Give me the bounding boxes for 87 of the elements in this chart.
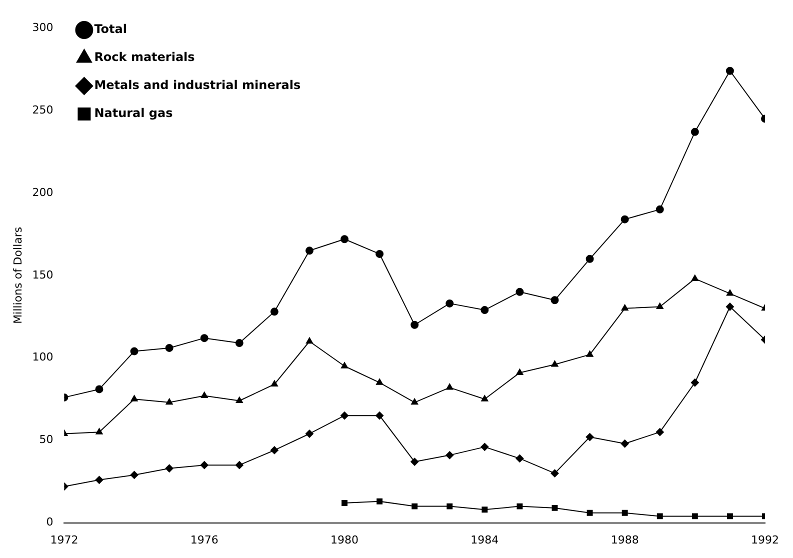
point bbox=[376, 412, 384, 420]
x-tick-label: 1992 bbox=[751, 533, 779, 546]
x-tick-label: 1988 bbox=[610, 533, 639, 546]
point bbox=[342, 500, 348, 506]
point bbox=[376, 250, 384, 258]
point bbox=[95, 476, 104, 484]
point bbox=[586, 510, 593, 516]
point bbox=[586, 433, 594, 442]
point bbox=[622, 510, 628, 516]
point bbox=[726, 290, 734, 296]
point bbox=[691, 274, 698, 281]
point bbox=[236, 396, 243, 403]
point bbox=[410, 458, 419, 466]
point bbox=[446, 384, 454, 390]
x-tick-label: 1984 bbox=[470, 533, 499, 546]
x-tick-label: 1980 bbox=[330, 533, 359, 546]
point bbox=[446, 503, 453, 510]
legend-label: Natural gas bbox=[94, 106, 173, 120]
point bbox=[95, 385, 104, 394]
point bbox=[376, 498, 383, 504]
x-tick-label: 1976 bbox=[190, 533, 218, 546]
point bbox=[586, 254, 594, 263]
point bbox=[200, 461, 208, 470]
point bbox=[410, 320, 419, 329]
y-tick-label: 150 bbox=[32, 268, 54, 282]
y-tick-label: 50 bbox=[39, 433, 54, 446]
y-axis-title: Millions of Dollars bbox=[11, 226, 24, 324]
point bbox=[482, 506, 488, 513]
point bbox=[270, 446, 278, 454]
point bbox=[656, 428, 664, 436]
point bbox=[305, 430, 314, 438]
point bbox=[200, 334, 208, 342]
point bbox=[516, 368, 524, 375]
point bbox=[235, 339, 244, 348]
point bbox=[656, 513, 663, 520]
point bbox=[235, 461, 244, 470]
point bbox=[270, 380, 278, 387]
point bbox=[340, 235, 349, 244]
legend-label: Total bbox=[94, 22, 127, 36]
point bbox=[516, 503, 523, 510]
point bbox=[130, 395, 138, 402]
point bbox=[376, 378, 384, 385]
point bbox=[550, 469, 559, 478]
point bbox=[690, 128, 699, 136]
point bbox=[620, 215, 629, 224]
point bbox=[692, 513, 698, 520]
point bbox=[726, 513, 733, 520]
point bbox=[480, 306, 489, 314]
point bbox=[550, 296, 559, 304]
legend-label: Rock materials bbox=[94, 50, 195, 64]
point bbox=[481, 395, 488, 402]
point bbox=[480, 442, 489, 451]
point bbox=[412, 503, 418, 510]
point bbox=[340, 412, 349, 420]
point bbox=[656, 302, 664, 309]
point bbox=[552, 504, 558, 511]
point bbox=[446, 299, 454, 308]
point bbox=[656, 205, 664, 214]
point bbox=[130, 347, 138, 356]
point bbox=[586, 350, 594, 357]
point bbox=[551, 360, 558, 367]
x-tick-label: 1972 bbox=[50, 533, 78, 546]
point bbox=[726, 66, 734, 75]
point bbox=[270, 308, 278, 316]
point bbox=[516, 288, 524, 296]
point bbox=[165, 344, 174, 352]
point bbox=[411, 398, 418, 405]
point bbox=[165, 464, 174, 472]
y-tick-label: 200 bbox=[32, 186, 54, 199]
point bbox=[340, 362, 348, 368]
y-tick-label: 100 bbox=[32, 350, 54, 364]
point bbox=[690, 378, 699, 387]
point bbox=[726, 302, 734, 311]
y-tick-label: 300 bbox=[32, 20, 54, 34]
y-tick-label: 0 bbox=[46, 516, 54, 529]
point bbox=[306, 337, 314, 344]
point bbox=[446, 451, 454, 460]
point bbox=[96, 428, 103, 434]
point bbox=[130, 470, 138, 479]
point bbox=[516, 454, 524, 462]
point bbox=[620, 440, 629, 448]
point bbox=[166, 398, 173, 405]
point bbox=[200, 392, 208, 398]
point bbox=[621, 304, 628, 311]
y-tick-label: 250 bbox=[32, 103, 54, 116]
point bbox=[305, 246, 314, 255]
legend-label: Metals and industrial minerals bbox=[94, 78, 301, 92]
